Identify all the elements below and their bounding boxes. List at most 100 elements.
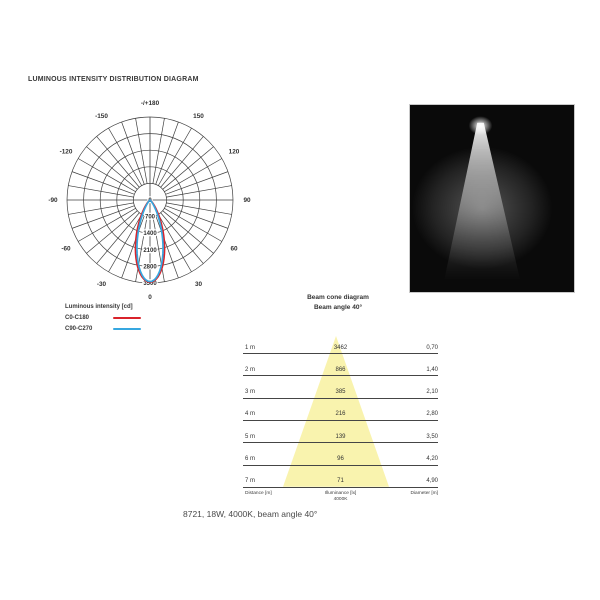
polar-spoke: [77, 207, 136, 242]
polar-curve-c90-c270: [136, 199, 164, 283]
beam-photo: [409, 104, 575, 293]
legend-title: Luminous intensity [cd]: [65, 304, 133, 310]
row-diameter: 4,20: [426, 456, 438, 462]
polar-spoke: [155, 121, 179, 185]
footer-illuminance-label: Illuminance [lx] 4000K: [243, 491, 438, 503]
row-illuminance: 71: [337, 478, 344, 485]
beam-cone-title: Beam cone diagram Beam angle 40°: [238, 293, 438, 313]
polar-spoke: [108, 214, 143, 273]
table-rule: [243, 375, 438, 377]
polar-spoke: [166, 185, 232, 198]
row-diameter: 1,40: [426, 366, 438, 373]
row-distance: 2 m: [245, 366, 256, 373]
polar-spoke: [121, 215, 145, 279]
polar-spoke: [160, 212, 204, 264]
row-illuminance: 139: [335, 433, 346, 440]
polar-spoke: [86, 146, 138, 190]
row-illuminance: 96: [337, 456, 344, 462]
polar-spoke: [152, 118, 165, 184]
row-diameter: 2,10: [426, 389, 438, 396]
polar-spoke: [135, 216, 148, 282]
polar-spoke: [166, 202, 232, 215]
beam-apex-highlight: [410, 105, 574, 292]
table-rule: [243, 397, 438, 399]
polar-spoke: [96, 212, 140, 264]
row-illuminance: 3462: [333, 344, 348, 351]
polar-spoke: [157, 214, 192, 273]
row-distance: 1 m: [245, 344, 256, 351]
polar-angle-label: -60: [61, 246, 71, 253]
table-rule: [243, 419, 438, 421]
polar-spoke: [68, 202, 134, 215]
polar-spoke: [165, 205, 229, 229]
row-distance: 4 m: [245, 411, 256, 418]
polar-angle-label: -150: [95, 113, 108, 120]
polar-spoke: [160, 136, 204, 188]
row-distance: 7 m: [245, 478, 256, 485]
polar-radial-label: 2800: [143, 264, 157, 270]
table-rule: [243, 442, 438, 444]
table-rule: [243, 486, 438, 488]
footer-diameter-label: Diameter [m]: [410, 490, 438, 496]
polar-spoke: [86, 210, 138, 254]
polar-angle-label: 60: [230, 246, 238, 253]
polar-angle-label: -/+180: [141, 100, 160, 107]
footer-illuminance-line2: 4000K: [333, 496, 348, 502]
beam-cone-title-line2: Beam angle 40°: [313, 304, 363, 311]
row-illuminance: 866: [335, 366, 346, 373]
row-diameter: 2,80: [426, 411, 438, 418]
legend-entry-c0-c180: C0-C180: [65, 312, 141, 323]
red-line-swatch: [113, 316, 141, 319]
beam-cone-fill: [283, 336, 389, 487]
legend-label: C90-C270: [65, 325, 93, 332]
table-rule: [243, 353, 438, 354]
polar-angle-label: 120: [229, 149, 240, 156]
polar-spoke: [68, 185, 134, 198]
polar-spoke: [121, 121, 145, 185]
row-diameter: 4,90: [426, 478, 438, 485]
row-illuminance: 385: [335, 389, 346, 396]
row-distance: 6 m: [245, 456, 256, 462]
legend-label: C0-C180: [65, 314, 90, 321]
polar-spoke: [165, 171, 229, 195]
polar-spoke: [108, 127, 143, 186]
blue-line-swatch: [113, 327, 141, 330]
polar-angle-label: 150: [193, 113, 204, 120]
polar-angle-label: -30: [97, 281, 107, 288]
polar-spoke: [162, 146, 214, 190]
polar-radial-label: 1400: [143, 231, 157, 237]
polar-spoke: [164, 207, 223, 242]
beam-cone-triangle: [283, 336, 389, 487]
polar-spoke: [77, 158, 136, 193]
polar-spoke: [135, 118, 148, 184]
footer-distance-label: Distance [m]: [245, 490, 272, 496]
polar-spoke: [71, 205, 135, 229]
polar-radial-label: 700: [145, 215, 156, 221]
product-caption: 8721, 18W, 4000K, beam angle 40°: [183, 509, 318, 519]
polar-intensity-chart: 0306090120150-/+180-150-120-90-60-300700…: [48, 100, 251, 301]
footer-illuminance-line1: Illuminance [lx]: [324, 490, 357, 496]
polar-angle-label: 0: [148, 294, 152, 301]
page-title: LUMINOUS INTENSITY DISTRIBUTION DIAGRAM: [28, 76, 199, 83]
legend-entry-c90-c270: C90-C270: [65, 323, 141, 334]
table-rule: [243, 464, 438, 466]
polar-radial-label: 3500: [143, 281, 157, 287]
polar-spoke: [96, 136, 140, 188]
polar-radial-label: 2100: [143, 248, 157, 254]
row-distance: 3 m: [245, 389, 256, 396]
polar-angle-label: 90: [243, 197, 251, 204]
polar-angle-label: -90: [48, 197, 58, 204]
polar-legend: Luminous intensity [cd] C0-C180 C90-C270: [65, 304, 141, 334]
polar-spoke: [162, 210, 214, 254]
row-illuminance: 216: [335, 411, 346, 418]
polar-angle-label: -120: [60, 149, 73, 156]
beam-cone-table: 1 m 3462 0,70 2 m 866 1,40 3 m 385 2,10 4 m 216 2,8…: [243, 330, 438, 515]
polar-angle-label: 30: [195, 281, 203, 288]
polar-spoke: [152, 216, 165, 282]
polar-spoke: [157, 127, 192, 186]
beam-cone-title-line1: Beam cone diagram: [307, 294, 369, 301]
polar-spoke: [155, 215, 179, 279]
polar-spoke: [71, 171, 135, 195]
row-distance: 5 m: [245, 433, 256, 440]
